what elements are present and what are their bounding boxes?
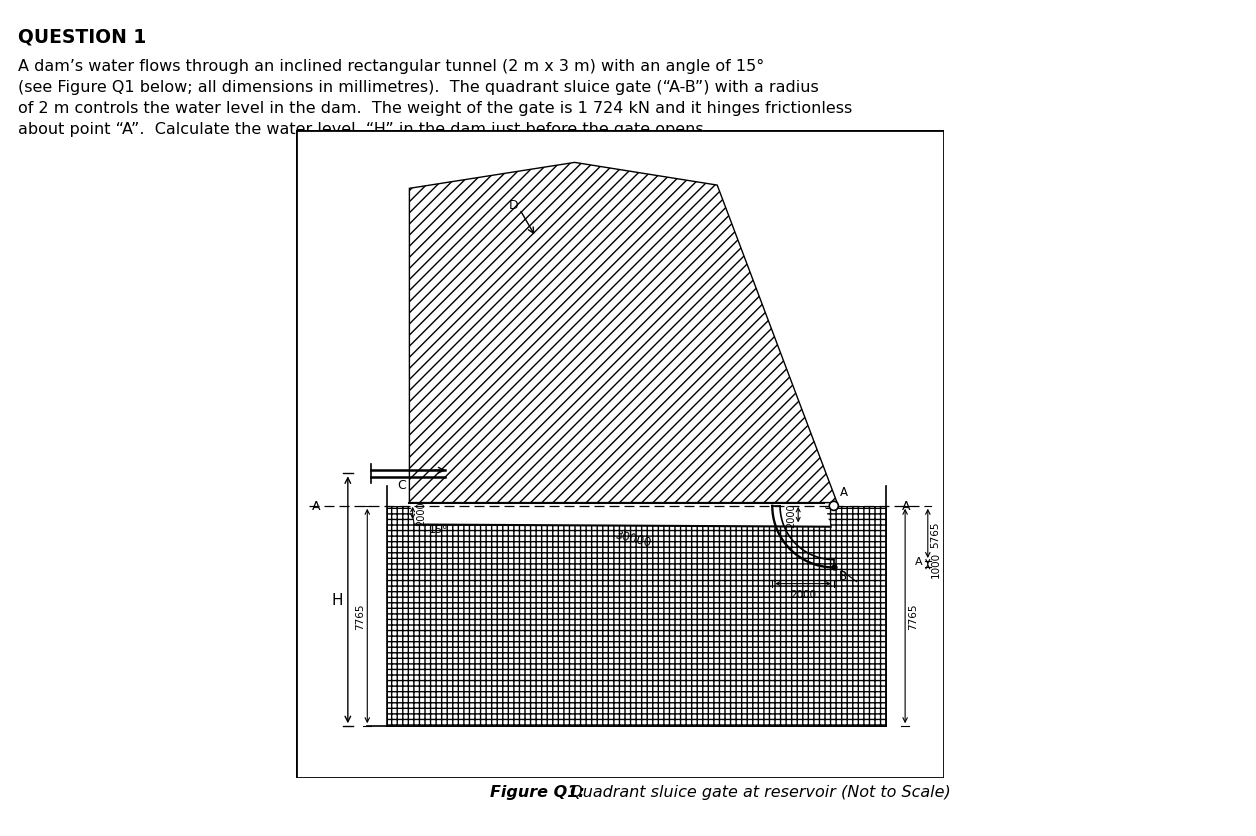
Text: A: A: [840, 486, 848, 498]
Text: 5765: 5765: [931, 521, 941, 547]
Text: about point “A”.  Calculate the water level, “H” in the dam just before the gate: about point “A”. Calculate the water lev…: [18, 122, 708, 137]
Text: 2000: 2000: [790, 589, 816, 599]
Text: QUESTION 1: QUESTION 1: [18, 27, 146, 46]
Text: (see Figure Q1 below; all dimensions in millimetres).  The quadrant sluice gate : (see Figure Q1 below; all dimensions in …: [18, 80, 819, 95]
Text: 15°: 15°: [428, 524, 448, 534]
Circle shape: [829, 502, 838, 511]
Text: 7765: 7765: [354, 603, 364, 630]
Polygon shape: [409, 163, 836, 503]
Text: A dam’s water flows through an inclined rectangular tunnel (2 m x 3 m) with an a: A dam’s water flows through an inclined …: [18, 59, 764, 74]
Polygon shape: [409, 503, 830, 527]
Text: 30000: 30000: [613, 528, 652, 549]
Text: H: H: [332, 593, 343, 608]
Text: A: A: [902, 500, 911, 512]
Text: Quadrant sluice gate at reservoir (Not to Scale): Quadrant sluice gate at reservoir (Not t…: [565, 784, 951, 799]
Text: 1000: 1000: [931, 552, 941, 578]
Text: 2000: 2000: [786, 502, 796, 528]
Text: Figure Q1:: Figure Q1:: [490, 784, 585, 799]
Text: A: A: [313, 500, 320, 512]
Text: 2000: 2000: [416, 501, 426, 526]
Text: A: A: [914, 556, 923, 566]
Text: of 2 m controls the water level in the dam.  The weight of the gate is 1 724 kN : of 2 m controls the water level in the d…: [18, 101, 853, 116]
Text: C: C: [397, 478, 406, 492]
Polygon shape: [387, 507, 885, 726]
Text: 7765: 7765: [908, 603, 918, 630]
Text: D: D: [509, 199, 517, 212]
Text: B: B: [839, 569, 847, 583]
